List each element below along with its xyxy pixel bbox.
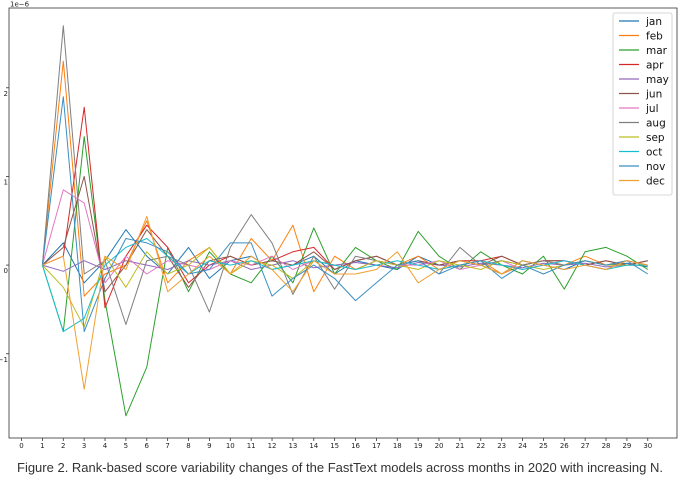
legend: jan feb mar apr may jun jul aug sep oct nov dec bbox=[612, 12, 673, 196]
x-tick-label-13: 13 bbox=[288, 442, 297, 450]
x-tick-label-4: 4 bbox=[103, 442, 108, 450]
x-tick-label-2: 2 bbox=[61, 442, 65, 450]
series-line-jul bbox=[41, 189, 648, 284]
x-tick-label-6: 6 bbox=[145, 442, 150, 450]
x-tick-label-14: 14 bbox=[309, 442, 318, 450]
x-tick-label-5: 5 bbox=[124, 442, 128, 450]
x-tick-label-29: 29 bbox=[622, 442, 631, 450]
series-line-sep bbox=[42, 246, 648, 328]
legend-frame bbox=[612, 12, 673, 196]
x-tick-label-18: 18 bbox=[393, 442, 402, 450]
legend-label-jul: jul bbox=[645, 103, 659, 115]
x-tick-label-24: 24 bbox=[518, 442, 527, 450]
x-tick-label-23: 23 bbox=[497, 442, 506, 450]
series-line-aug bbox=[41, 25, 648, 325]
series-line-mar bbox=[41, 136, 649, 417]
x-tick-label-17: 17 bbox=[372, 442, 381, 450]
x-tick-label-12: 12 bbox=[268, 442, 277, 450]
line-chart: 0 1 2 3 4 5 6 7 8 9 10 11 12 13 14 15 16 17 18 19 20 21 22 23 24… bbox=[0, 1, 678, 450]
y-tick-label--1: −1 bbox=[0, 356, 8, 364]
legend-label-aug: aug bbox=[646, 117, 666, 129]
y-offset-label: 1e−6 bbox=[10, 1, 30, 9]
x-tick-label-27: 27 bbox=[581, 442, 590, 450]
x-tick-label-26: 26 bbox=[560, 442, 569, 450]
x-tick-label-10: 10 bbox=[226, 442, 235, 450]
x-tick-label-8: 8 bbox=[186, 442, 190, 450]
x-tick-label-11: 11 bbox=[247, 442, 256, 450]
legend-label-mar: mar bbox=[646, 45, 668, 57]
legend-label-oct: oct bbox=[646, 146, 662, 158]
x-tick-label-3: 3 bbox=[82, 442, 86, 450]
x-tick-label-28: 28 bbox=[602, 442, 611, 450]
y-tick-label-2: 2 bbox=[4, 90, 8, 98]
series-line-oct bbox=[41, 238, 648, 333]
x-tick-label-16: 16 bbox=[351, 442, 360, 450]
x-tick-label-9: 9 bbox=[207, 442, 211, 450]
legend-label-feb: feb bbox=[646, 30, 663, 42]
x-tick-label-22: 22 bbox=[476, 442, 485, 450]
x-tick-label-0: 0 bbox=[19, 442, 23, 450]
legend-label-apr: apr bbox=[646, 59, 664, 71]
legend-label-nov: nov bbox=[646, 161, 665, 173]
x-tick-label-25: 25 bbox=[539, 442, 548, 450]
legend-label-jan: jan bbox=[645, 16, 662, 28]
x-tick-label-20: 20 bbox=[435, 442, 444, 450]
x-tick-label-7: 7 bbox=[165, 442, 169, 450]
series-line-may bbox=[42, 260, 648, 272]
series-line-nov bbox=[41, 96, 649, 333]
x-tick-label-21: 21 bbox=[455, 442, 464, 450]
legend-label-jun: jun bbox=[645, 88, 662, 100]
figure-caption: Figure 2. Rank-based score variability c… bbox=[17, 460, 663, 475]
y-tick-label-1: 1 bbox=[4, 178, 8, 186]
x-tick-label-19: 19 bbox=[414, 442, 423, 450]
legend-label-dec: dec bbox=[646, 175, 665, 187]
axes-layer: 0 1 2 3 4 5 6 7 8 9 10 11 12 13 14 15 16 17 18 19 20 21 22 23 24… bbox=[0, 1, 678, 450]
y-tick-label-0: 0 bbox=[4, 267, 8, 275]
x-tick-label-30: 30 bbox=[643, 442, 652, 450]
series-line-jun bbox=[42, 176, 648, 293]
legend-label-may: may bbox=[646, 74, 669, 86]
plot-frame bbox=[8, 7, 678, 439]
x-tick-label-1: 1 bbox=[40, 442, 44, 450]
series-layer bbox=[41, 25, 649, 417]
legend-label-sep: sep bbox=[646, 132, 665, 144]
series-line-dec bbox=[42, 215, 648, 390]
x-tick-label-15: 15 bbox=[330, 442, 339, 450]
